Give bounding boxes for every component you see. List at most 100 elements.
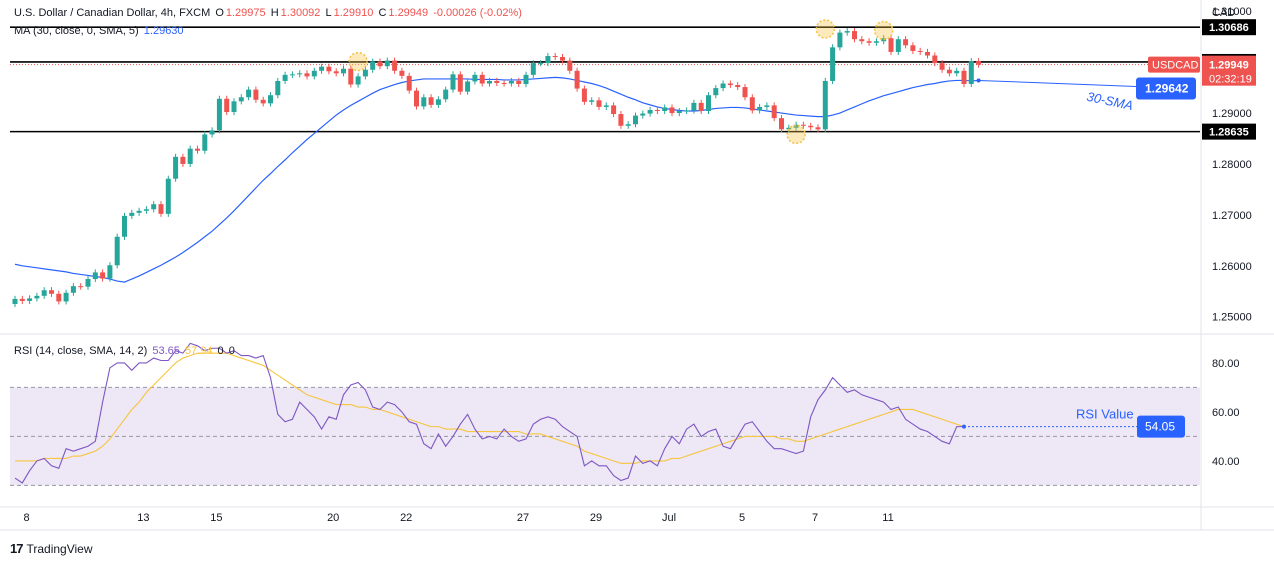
rsi-pointer-dot: [962, 424, 966, 429]
candle-body-108: [800, 124, 806, 126]
candle-body-77: [574, 70, 580, 89]
candle-body-72: [538, 63, 544, 65]
candle-body-47: [355, 76, 361, 85]
level-label-box-2: [1202, 123, 1256, 140]
candle-body-132: [976, 61, 982, 65]
rsi-ma-value: 57.94: [184, 345, 213, 357]
candle-body-74: [552, 56, 558, 58]
candle-body-20: [158, 204, 164, 214]
candle-body-71: [530, 63, 536, 75]
candle-body-22: [173, 156, 179, 179]
candle-body-2: [27, 298, 33, 301]
candle-body-50: [377, 61, 383, 67]
candle-body-94: [698, 102, 704, 111]
price-tick-0: 1.25000: [1212, 312, 1252, 324]
ma-label-box: [1136, 77, 1196, 100]
candle-body-85: [633, 115, 638, 125]
rsi-tick-2: 80.00: [1212, 358, 1240, 370]
ma-legend: MA (30, close, 0, SMA, 5) 1.29630: [14, 25, 186, 37]
footer-brand[interactable]: 17 TradingView: [10, 541, 93, 556]
price-tick-1: 1.26000: [1212, 261, 1252, 273]
sma-pointer-dot: [976, 78, 981, 83]
candle-body-38: [289, 74, 295, 76]
candle-body-86: [640, 113, 646, 116]
time-tick-3: 20: [327, 512, 339, 524]
high-value: 1.30092: [280, 7, 321, 19]
time-tick-6: 29: [590, 512, 602, 524]
rsi-annotation: RSI Value: [1076, 407, 1134, 422]
candle-body-104: [771, 105, 777, 119]
open-value: 1.29975: [225, 7, 266, 19]
candle-body-48: [362, 69, 368, 77]
candle-body-124: [917, 50, 923, 52]
candle-body-0: [12, 298, 18, 304]
time-tick-4: 22: [400, 512, 412, 524]
rsi-label: RSI (14, close, SMA, 14, 2): [14, 345, 148, 357]
candle-body-9: [78, 286, 84, 288]
candle-body-90: [669, 107, 675, 114]
candle-body-87: [647, 109, 653, 114]
candle-body-98: [727, 83, 733, 86]
candle-body-26: [202, 134, 208, 151]
candle-body-51: [384, 60, 390, 67]
candle-body-13: [107, 265, 113, 279]
candle-body-80: [596, 100, 602, 107]
symbol-title: U.S. Dollar / Canadian Dollar, 4h, FXCM: [14, 7, 211, 19]
candle-body-58: [435, 99, 441, 105]
candle-body-3: [34, 295, 40, 299]
candle-body-24: [187, 148, 193, 164]
change-value: -0.00026 (-0.02%): [433, 7, 522, 19]
candle-body-126: [932, 55, 938, 64]
highlight-circle-2: [873, 20, 894, 41]
candle-body-40: [304, 73, 310, 77]
open-label: O: [215, 7, 224, 19]
price-tick-6: 1.31000: [1212, 6, 1252, 18]
brand-name: TradingView: [26, 541, 93, 556]
candle-body-59: [443, 89, 449, 100]
candle-body-111: [822, 80, 828, 130]
rsi-value: 53.65: [152, 345, 180, 357]
candle-body-36: [275, 80, 281, 96]
candle-body-1: [19, 298, 25, 301]
candle-body-37: [282, 74, 288, 81]
highlight-circle-1: [815, 19, 836, 39]
close-label: C: [378, 7, 387, 19]
candle-body-130: [961, 70, 967, 85]
candle-body-117: [866, 41, 872, 43]
level-label-0: 1.30686: [1209, 22, 1249, 34]
candle-body-123: [910, 45, 916, 51]
candle-body-44: [333, 71, 339, 74]
candle-body-92: [684, 110, 690, 112]
candle-body-61: [457, 74, 463, 92]
candle-body-103: [764, 105, 770, 107]
candle-body-93: [691, 102, 697, 111]
rsi-label-value: 54.05: [1145, 420, 1175, 434]
rsi-line: [14, 342, 964, 484]
candle-body-131: [968, 61, 974, 85]
candle-body-106: [786, 127, 792, 130]
candle-body-119: [881, 38, 887, 42]
candle-body-84: [625, 124, 631, 126]
rsi-extra-2: 0: [228, 345, 235, 357]
candle-body-27: [209, 130, 215, 135]
candle-body-82: [611, 105, 617, 115]
candle-body-75: [560, 57, 565, 61]
candle-body-105: [779, 118, 784, 130]
candle-body-25: [195, 148, 200, 151]
candle-body-45: [341, 68, 346, 74]
candle-body-122: [903, 39, 909, 46]
ma-label: MA (30, close, 0, SMA, 5): [14, 25, 139, 37]
candle-body-52: [392, 60, 398, 71]
ma-value: 1.29630: [143, 25, 184, 37]
candle-body-21: [165, 178, 171, 214]
candle-body-14: [114, 236, 120, 266]
time-tick-5: 27: [517, 512, 529, 524]
candle-body-68: [508, 80, 514, 84]
candle-body-115: [852, 31, 857, 40]
candle-body-62: [465, 81, 471, 92]
candle-body-33: [253, 89, 259, 100]
candle-body-78: [581, 88, 587, 102]
candle-body-100: [742, 87, 748, 98]
candle-body-89: [662, 107, 668, 111]
candle-body-19: [151, 204, 157, 210]
